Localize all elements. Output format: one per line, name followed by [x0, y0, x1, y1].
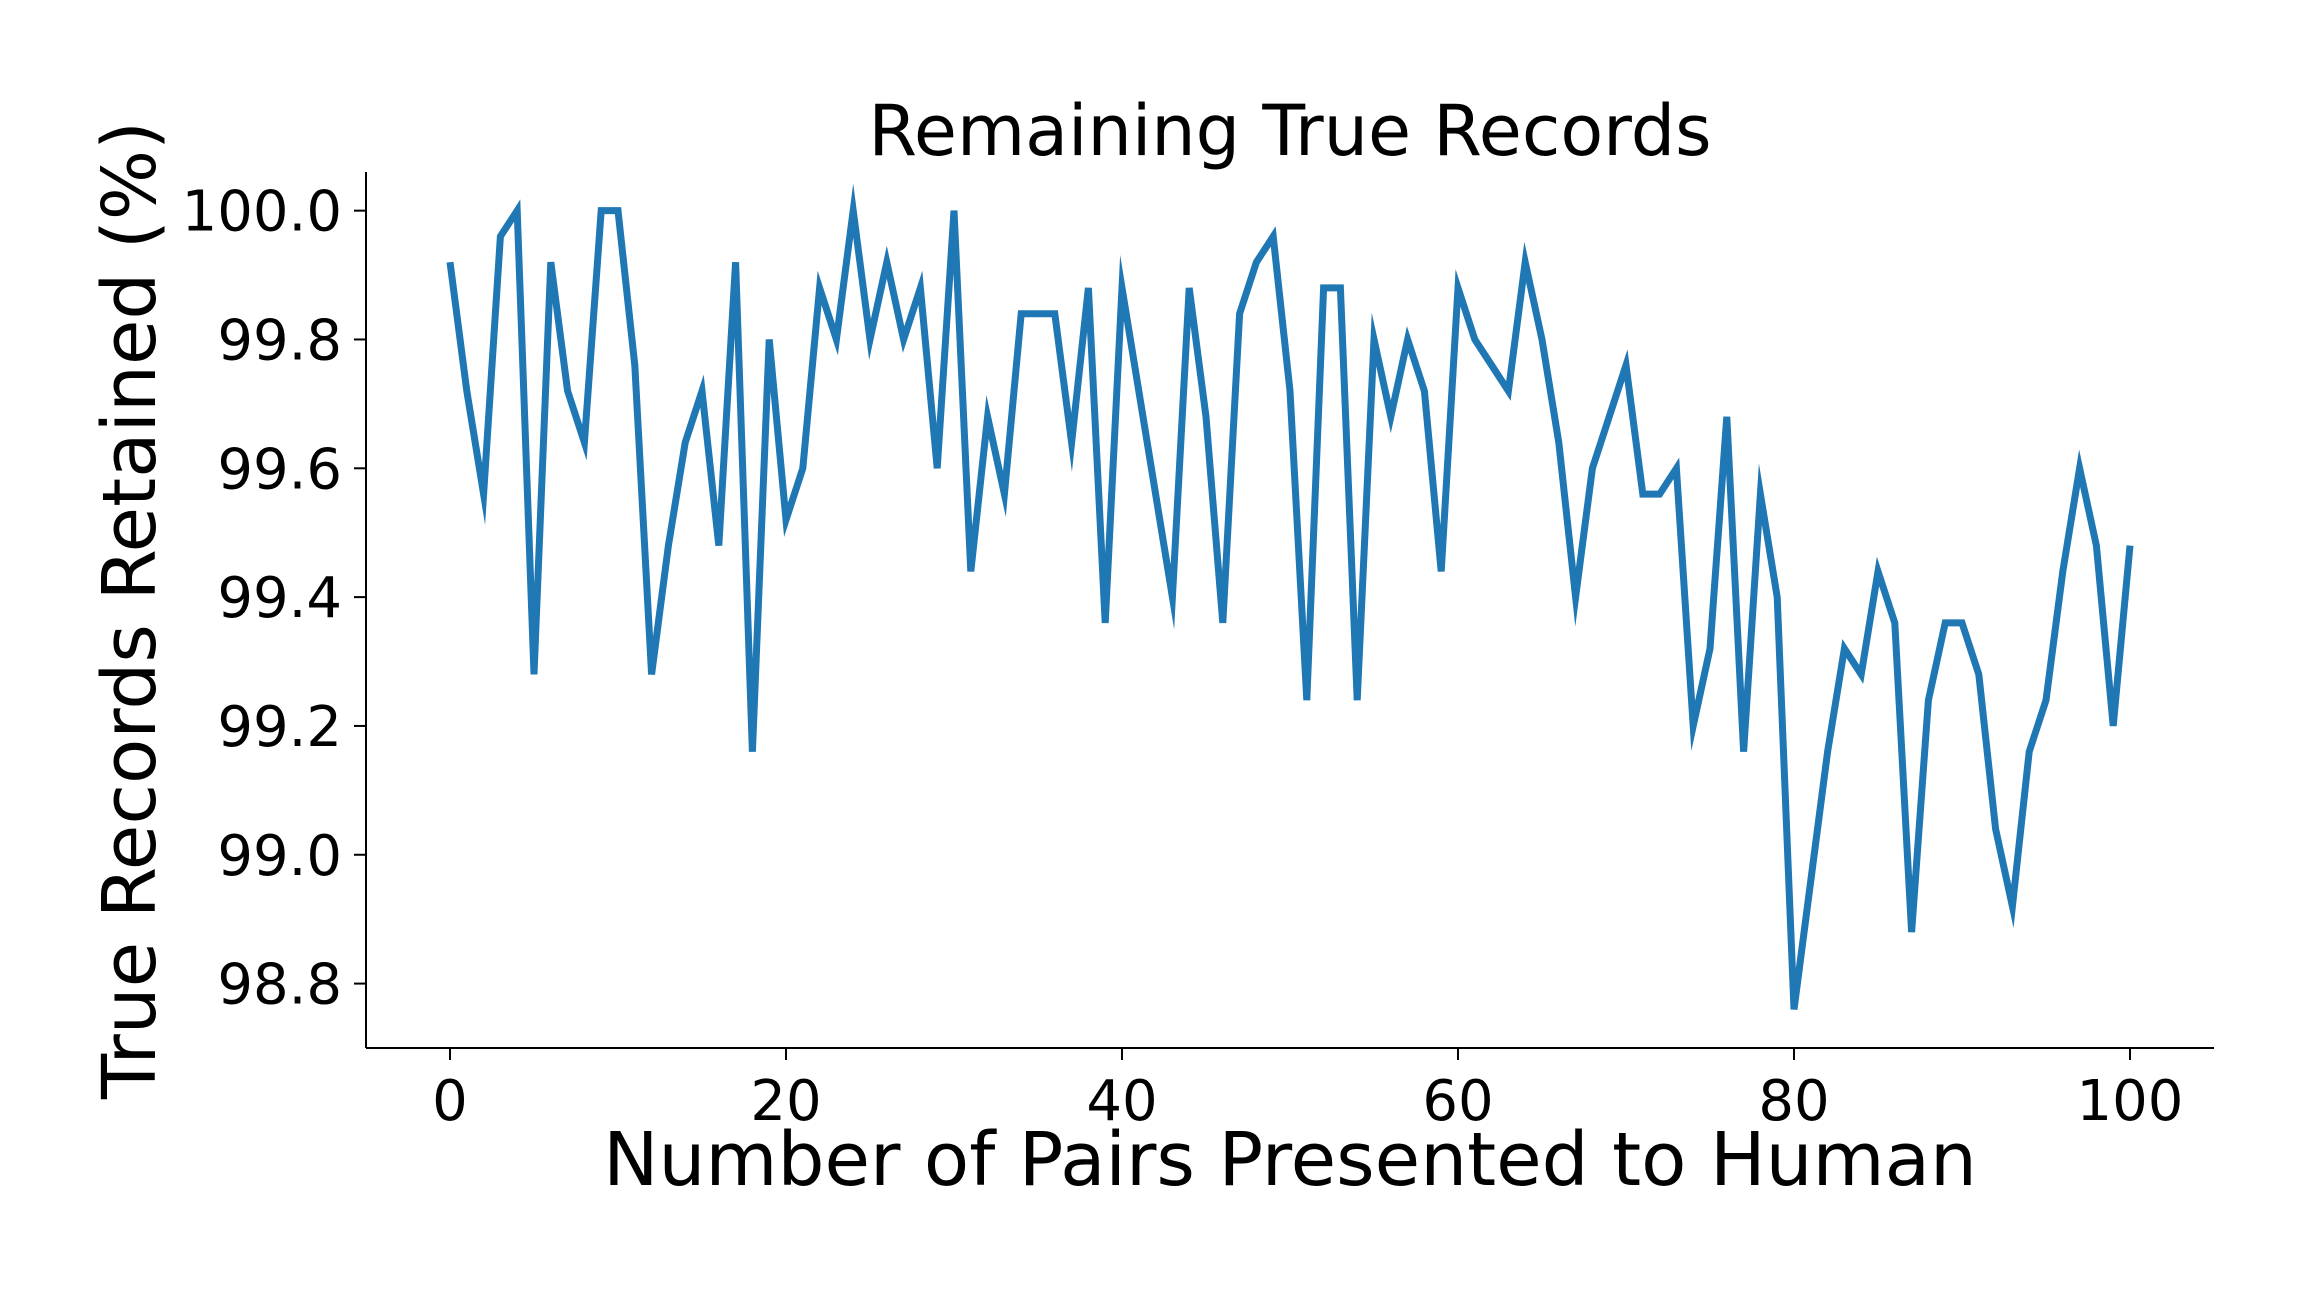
chart-title: Remaining True Records	[868, 90, 1711, 172]
x-tick-label: 60	[1422, 1069, 1493, 1134]
y-tick-label: 99.2	[217, 695, 342, 760]
x-tick-label: 40	[1086, 1069, 1157, 1134]
x-ticks: 0 20 40 60 80 100	[432, 1048, 2183, 1134]
axes	[365, 172, 2214, 1049]
x-axis-title: Number of Pairs Presented to Human	[603, 1117, 1977, 1203]
y-tick-label: 99.4	[217, 566, 342, 631]
x-tick-label: 20	[750, 1069, 821, 1134]
y-tick-label: 99.0	[217, 824, 342, 889]
series-line	[446, 183, 2134, 1010]
y-tick-label: 99.8	[217, 308, 342, 373]
x-tick-label: 100	[2077, 1069, 2184, 1134]
series-layer	[446, 183, 2134, 1010]
y-tick-label: 100.0	[182, 180, 342, 245]
y-ticks: 98.8 99.0 99.2 99.4 99.6 99.8 100.0	[182, 180, 366, 1018]
x-tick-label: 0	[432, 1069, 468, 1134]
x-tick-label: 80	[1758, 1069, 1829, 1134]
y-axis-title: True Records Retained (%)	[87, 121, 173, 1100]
y-tick-label: 99.6	[217, 437, 342, 502]
y-tick-label: 98.8	[217, 953, 342, 1018]
